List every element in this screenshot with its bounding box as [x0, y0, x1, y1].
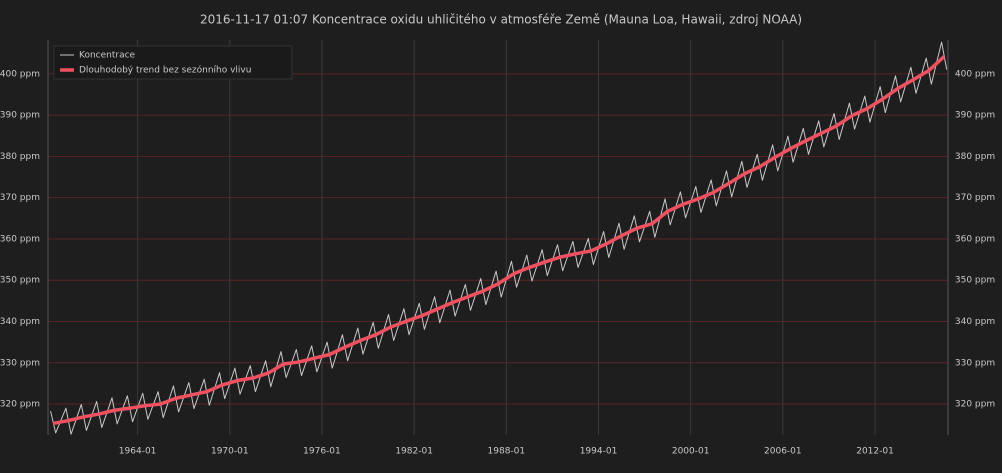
x-tick-label: 2000-01 — [672, 447, 710, 457]
y-tick-label: 370 ppm — [0, 193, 40, 203]
y2-tick-label: 360 ppm — [955, 234, 995, 244]
legend-label: Dlouhodobý trend bez sezónního vlivu — [79, 65, 251, 76]
y2-tick-label: 400 ppm — [955, 69, 995, 79]
y-tick-label: 390 ppm — [0, 111, 40, 121]
y-tick-label: 360 ppm — [0, 234, 40, 244]
y2-tick-label: 330 ppm — [955, 358, 995, 368]
x-tick-label: 1976-01 — [303, 447, 341, 457]
y-tick-label: 380 ppm — [0, 152, 40, 162]
legend-label: Koncentrace — [79, 51, 136, 61]
x-tick-label: 2006-01 — [764, 447, 802, 457]
chart-title: 2016-11-17 01:07 Koncentrace oxidu uhlič… — [200, 13, 802, 27]
x-tick-label: 1964-01 — [119, 447, 157, 457]
y-tick-label: 340 ppm — [0, 317, 40, 327]
y2-tick-label: 390 ppm — [955, 111, 995, 121]
y-tick-label: 320 ppm — [0, 400, 40, 410]
x-tick-label: 1994-01 — [580, 447, 618, 457]
legend: Koncentrace Dlouhodobý trend bez sezónníh… — [53, 45, 293, 80]
x-tick-label: 2012-01 — [856, 447, 894, 457]
x-tick-label: 1982-01 — [395, 447, 433, 457]
x-tick-label: 1970-01 — [211, 447, 249, 457]
series-line — [52, 55, 946, 426]
y2-tick-label: 370 ppm — [955, 193, 995, 203]
y2-tick-label: 320 ppm — [955, 400, 995, 410]
legend-box — [53, 45, 293, 80]
y2-tick-label: 380 ppm — [955, 152, 995, 162]
y2-tick-label: 350 ppm — [955, 276, 995, 286]
y2-tick-label: 340 ppm — [955, 317, 995, 327]
x-tick-label: 1988-01 — [488, 447, 526, 457]
y-tick-label: 400 ppm — [0, 69, 40, 79]
y-tick-label: 330 ppm — [0, 358, 40, 368]
y-tick-label: 350 ppm — [0, 276, 40, 286]
